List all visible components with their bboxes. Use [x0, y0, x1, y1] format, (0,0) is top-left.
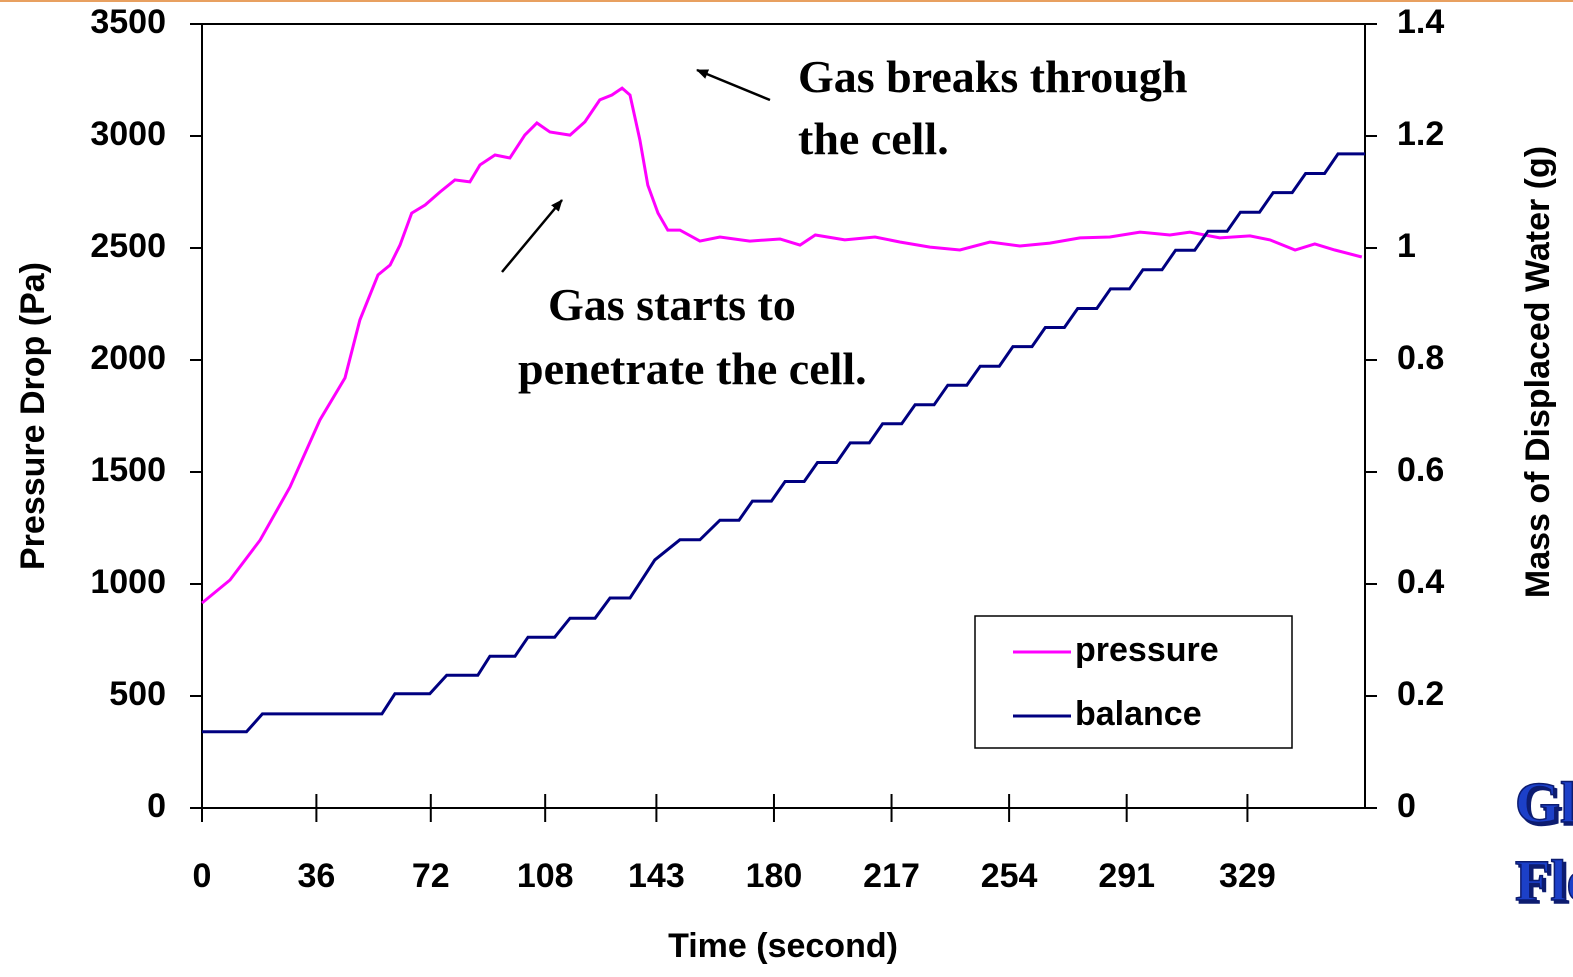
y2-tick-label: 0.8	[1397, 339, 1444, 377]
corner-text: Gla	[1515, 770, 1573, 835]
annotation: penetrate the cell.	[518, 343, 867, 394]
series-line	[202, 152, 1365, 734]
y-axis-title: Pressure Drop (Pa)	[14, 262, 52, 570]
x-tick-label: 329	[1219, 857, 1276, 895]
legend-box	[974, 615, 1293, 749]
y2-tick-label: 0.4	[1397, 563, 1444, 601]
x-tick-label: 108	[517, 857, 574, 895]
plot-area	[201, 23, 1366, 809]
y2-tick-label: 0.2	[1397, 675, 1444, 713]
x-tick-label: 0	[193, 857, 212, 895]
x-tick-label: 143	[628, 857, 685, 895]
annotation: Gas starts to	[548, 279, 796, 330]
y-tick-label: 500	[109, 675, 166, 713]
y2-tick-label: 1.4	[1397, 3, 1444, 41]
x-tick-label: 72	[412, 857, 450, 895]
y-tick-label: 1000	[90, 563, 166, 601]
legend-label: balance	[1075, 695, 1202, 733]
y-tick-label: 2000	[90, 339, 166, 377]
x-tick-label: 217	[863, 857, 920, 895]
annotation: Gas breaks through	[798, 51, 1187, 102]
y2-axis-title: Mass of Displaced Water (g)	[1519, 146, 1557, 598]
y2-tick-label: 1.2	[1397, 115, 1444, 153]
series-line	[201, 86, 1363, 605]
y2-tick-label: 0.6	[1397, 451, 1444, 489]
annotation: the cell.	[798, 113, 949, 164]
x-tick-label: 36	[297, 857, 335, 895]
x-tick-label: 180	[746, 857, 803, 895]
arrow	[696, 68, 771, 102]
y-tick-label: 0	[147, 787, 166, 825]
x-tick-label: 291	[1098, 857, 1155, 895]
corner-text: Flo	[1515, 848, 1573, 913]
y-tick-label: 1500	[90, 451, 166, 489]
y-tick-label: 2500	[90, 227, 166, 265]
y2-tick-label: 1	[1397, 227, 1416, 265]
plot-frame	[201, 23, 1366, 809]
y-tick-label: 3000	[90, 115, 166, 153]
y-tick-label: 3500	[90, 3, 166, 41]
x-tick-label: 254	[981, 857, 1038, 895]
arrow	[501, 199, 563, 273]
x-axis-title: Time (second)	[668, 927, 898, 965]
y2-tick-label: 0	[1397, 787, 1416, 825]
legend-label: pressure	[1075, 631, 1219, 669]
